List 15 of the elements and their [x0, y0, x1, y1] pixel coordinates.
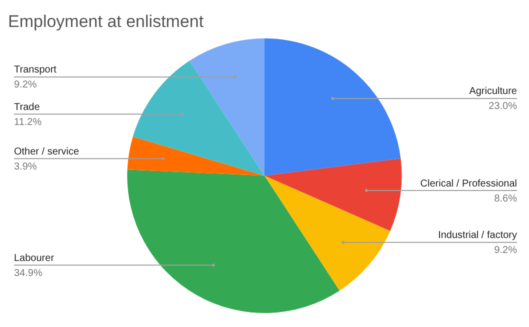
slice-label: Trade — [14, 102, 40, 113]
data-label: 8.6% — [494, 193, 518, 204]
slice-label: Transport — [14, 64, 57, 76]
slice-label: Other / service — [14, 146, 80, 158]
data-label: 11.2% — [14, 116, 42, 128]
data-label: 34.9% — [14, 268, 42, 279]
slice-label: Agriculture — [469, 86, 518, 98]
slice-label: Clerical / Professional — [420, 178, 517, 190]
data-label: 3.9% — [14, 161, 37, 172]
data-label: 9.2% — [14, 80, 37, 91]
slice-label: Industrial / factory — [438, 230, 517, 242]
chart-title: Employment at enlistment — [8, 12, 204, 31]
data-label: 9.2% — [494, 245, 518, 256]
data-label: 23.0% — [488, 101, 518, 112]
slice-label: Labourer — [14, 252, 55, 264]
